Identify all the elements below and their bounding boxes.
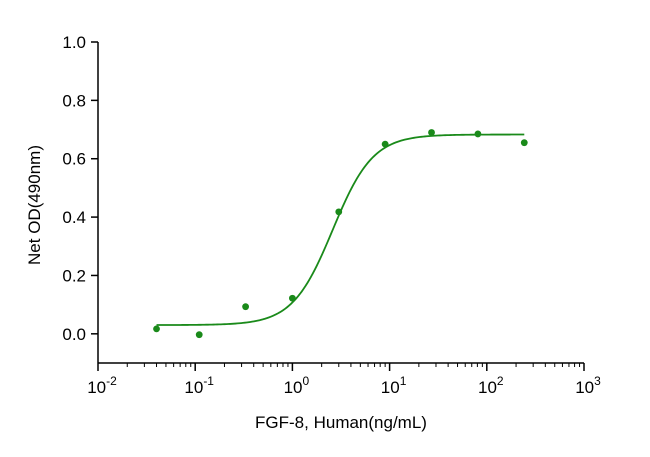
data-point: [289, 294, 296, 302]
x-tick-label: 103: [575, 374, 601, 397]
data-point: [381, 140, 389, 148]
y-tick-label: 0.0: [62, 325, 86, 344]
data-point: [195, 331, 203, 339]
x-tick-label: 101: [381, 374, 407, 397]
x-axis-title: FGF-8, Human(ng/mL): [255, 413, 427, 432]
y-axis: 0.0 0.2 0.4 0.6 0.8 1.0: [62, 33, 99, 363]
x-tick-base: 10: [478, 378, 497, 397]
plot-layer: [153, 129, 528, 339]
data-point: [474, 130, 482, 138]
x-tick-exponent: 3: [594, 374, 601, 388]
x-tick-base: 10: [284, 378, 303, 397]
x-tick-exponent: 0: [303, 374, 310, 388]
x-tick-exponent: 2: [497, 374, 504, 388]
x-tick-base: 10: [575, 378, 594, 397]
x-tick-label: 102: [478, 374, 504, 397]
x-tick-label: 10-1: [184, 374, 214, 397]
y-tick-label: 0.6: [62, 150, 86, 169]
data-point: [242, 303, 249, 311]
data-point: [153, 325, 160, 333]
y-tick-label: 0.8: [62, 91, 86, 110]
x-tick-label: 10-2: [87, 374, 117, 397]
x-tick-base: 10: [184, 378, 203, 397]
x-axis: 10-2 10-1 100 101 102 103: [87, 362, 601, 397]
y-tick-label: 1.0: [62, 33, 86, 52]
y-tick-label: 0.4: [62, 208, 86, 227]
x-tick-exponent: -1: [203, 374, 214, 388]
y-axis-title: Net OD(490nm): [25, 145, 44, 265]
x-tick-base: 10: [381, 378, 400, 397]
x-tick-exponent: -2: [106, 374, 117, 388]
y-tick-label: 0.2: [62, 266, 86, 285]
data-point: [428, 129, 435, 136]
x-tick-base: 10: [87, 378, 106, 397]
data-point: [335, 208, 343, 216]
x-tick-label: 100: [284, 374, 310, 397]
x-tick-exponent: 1: [400, 374, 407, 388]
fit-curve: [156, 133, 525, 326]
data-point: [520, 139, 528, 147]
